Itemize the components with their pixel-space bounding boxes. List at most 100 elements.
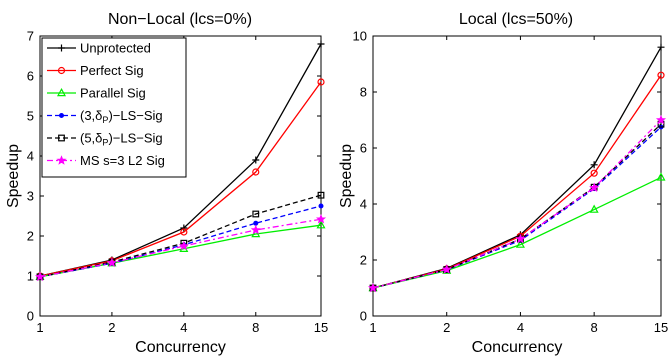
series-3: [368, 172, 666, 292]
data-point: [317, 40, 325, 48]
legend-marker: [58, 44, 65, 52]
data-point: [317, 191, 325, 199]
data-point: [316, 220, 326, 229]
y-tick-label: 4: [27, 149, 34, 164]
data-point: [180, 228, 188, 236]
legend-text-main: Perfect Sig: [80, 63, 144, 78]
legend-marker: [59, 113, 64, 118]
legend-entry: (3,δP)−LS−Sig: [80, 108, 163, 125]
y-tick-label: 6: [27, 69, 34, 84]
series-6: [34, 213, 327, 282]
data-point: [318, 203, 324, 209]
data-point: [180, 224, 188, 232]
series-line: [39, 194, 322, 278]
chart-panel-2: 1 2 4 8 15 0 2 4 6 8 10 Local (lcs=50%) Concurrency S…: [338, 11, 668, 356]
series-line: [372, 46, 662, 289]
series-line: [372, 123, 662, 289]
legend-box: [41, 37, 187, 178]
chart-title: Non−Local (lcs=0%): [108, 11, 252, 28]
y-tick-label: 10: [353, 29, 367, 44]
series-line: [372, 74, 662, 289]
x-axis-label: Concurrency: [472, 339, 563, 356]
legend-marker: [56, 155, 67, 165]
data-point: [656, 172, 666, 181]
legend-text-rest: )−LS−Sig: [108, 108, 162, 123]
legend-text-subscript: P: [102, 115, 108, 125]
data-point: [590, 169, 598, 177]
y-tick-label: 0: [360, 309, 367, 324]
data-point: [657, 71, 665, 79]
data-point: [657, 43, 665, 51]
chart-title: Local (lcs=50%): [459, 11, 573, 28]
legend-text-main: Unprotected: [80, 41, 151, 56]
data-point: [178, 240, 189, 251]
x-axis-label: Concurrency: [135, 339, 226, 356]
x-tick-label: 1: [36, 320, 43, 335]
x-tick-label: 4: [180, 320, 187, 335]
data-point: [441, 264, 452, 274]
y-tick-label: 5: [27, 109, 34, 124]
x-tick-label: 2: [108, 320, 115, 335]
x-tick-label: 1: [369, 320, 376, 335]
y-tick-label: 2: [27, 229, 34, 244]
data-point: [252, 210, 260, 218]
data-point: [252, 168, 260, 176]
legend-text-rest: )−LS−Sig: [108, 131, 162, 146]
y-axis-label: Speedup: [5, 144, 22, 208]
data-point: [589, 204, 599, 213]
x-tick-label: 15: [314, 320, 328, 335]
legend-text-main: (3,δ: [80, 108, 102, 123]
data-point: [253, 220, 259, 226]
plot-area-frame: [372, 35, 662, 317]
series-6: [367, 114, 667, 293]
data-point: [106, 257, 117, 268]
data-point: [367, 282, 379, 293]
data-point: [252, 156, 260, 164]
series-line: [372, 176, 662, 289]
legend-entry: Unprotected: [80, 41, 151, 56]
series-5: [369, 120, 665, 292]
series-1: [369, 43, 665, 292]
data-point: [317, 78, 325, 86]
series-line: [372, 119, 662, 289]
y-axis-label: Speedup: [338, 144, 355, 208]
legend-marker: [57, 66, 66, 75]
x-tick-label: 15: [654, 320, 668, 335]
data-point: [515, 233, 526, 244]
legend-entry: (5,δP)−LS−Sig: [80, 131, 163, 148]
y-tick-label: 3: [27, 189, 34, 204]
data-point: [515, 239, 525, 248]
data-point: [315, 213, 327, 224]
data-point: [590, 161, 598, 169]
series-line: [39, 218, 322, 278]
series-line: [39, 81, 322, 277]
data-point: [589, 182, 600, 193]
data-point: [250, 224, 261, 235]
series-2: [369, 71, 665, 292]
y-tick-label: 7: [27, 29, 34, 44]
legend-marker: [56, 87, 67, 97]
legend-text-main: MS s=3 L2 Sig: [80, 153, 165, 168]
legend-text-main: (5,δ: [80, 131, 102, 146]
series-4: [370, 124, 664, 291]
x-tick-label: 4: [517, 320, 524, 335]
x-tick-label: 8: [591, 320, 598, 335]
legend-marker: [58, 134, 65, 142]
y-tick-label: 1: [27, 269, 34, 284]
x-tick-label: 2: [443, 320, 450, 335]
legend-text-subscript: P: [102, 138, 108, 148]
y-tick-label: 2: [360, 253, 367, 268]
legend-text-main: Parallel Sig: [80, 86, 146, 101]
series-line: [372, 126, 662, 289]
y-tick-label: 8: [360, 85, 367, 100]
y-tick-label: 0: [27, 309, 34, 324]
legend-entry: Perfect Sig: [80, 63, 144, 78]
data-point: [655, 114, 667, 125]
plot-area-frame: [39, 35, 322, 317]
x-tick-label: 8: [252, 320, 259, 335]
y-tick-label: 6: [360, 141, 367, 156]
data-point: [34, 271, 46, 282]
